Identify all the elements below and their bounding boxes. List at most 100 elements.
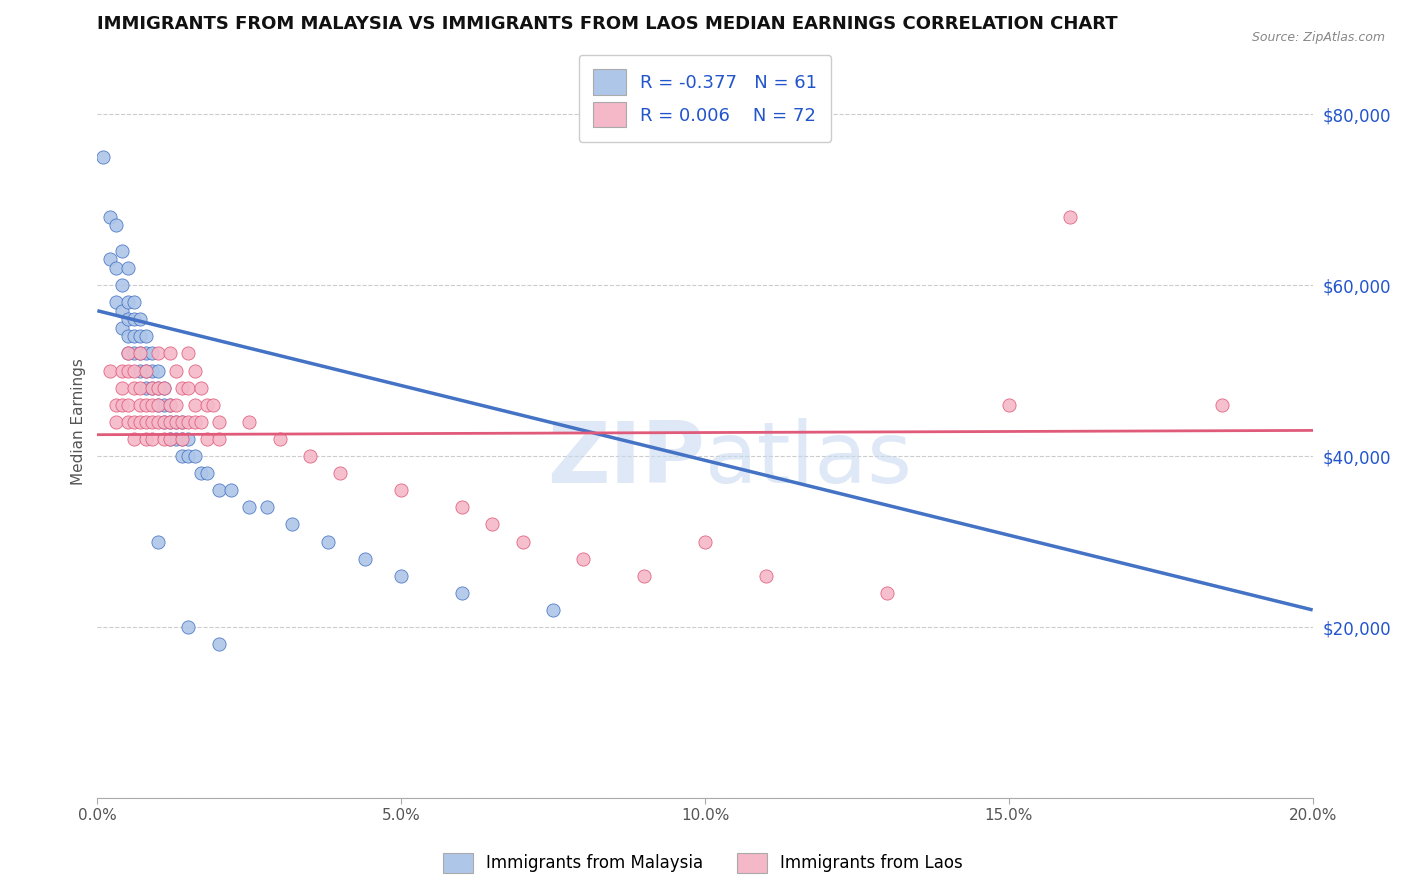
Point [572,551,595,566]
Point [195,398,218,412]
Point [135,363,157,377]
Point [104,415,127,429]
Point [165,432,187,446]
Point [128,381,150,395]
Point [111,381,134,395]
Point [141,415,163,429]
Point [177,620,200,634]
Point [159,415,181,429]
Text: atlas: atlas [704,418,912,501]
Point [153,381,176,395]
Point [122,363,145,377]
Point [117,346,139,360]
Point [190,466,212,480]
Point [1211,398,1233,412]
Point [146,398,169,412]
Point [141,398,163,412]
Point [141,346,163,360]
Point [208,483,231,498]
Point [208,415,231,429]
Point [195,466,218,480]
Point [117,329,139,343]
Point [219,483,242,498]
Point [128,346,150,360]
Point [183,449,205,463]
Point [190,415,212,429]
Point [183,415,205,429]
Point [122,346,145,360]
Point [117,312,139,326]
Point [98,363,121,377]
Point [111,244,134,258]
Point [141,432,163,446]
Point [451,586,474,600]
Point [135,381,157,395]
Point [146,381,169,395]
Point [633,568,655,582]
Point [122,432,145,446]
Point [128,312,150,326]
Point [755,568,778,582]
Point [111,278,134,293]
Point [177,381,200,395]
Point [165,398,187,412]
Point [159,398,181,412]
Point [128,415,150,429]
Point [238,415,260,429]
Text: Source: ZipAtlas.com: Source: ZipAtlas.com [1251,31,1385,45]
Point [512,534,534,549]
Point [153,415,176,429]
Point [122,415,145,429]
Point [159,398,181,412]
Y-axis label: Median Earnings: Median Earnings [72,359,86,485]
Point [183,363,205,377]
Point [111,398,134,412]
Point [122,381,145,395]
Point [135,363,157,377]
Point [135,432,157,446]
Point [172,449,194,463]
Point [111,321,134,335]
Point [159,432,181,446]
Point [98,252,121,267]
Point [128,346,150,360]
Point [117,415,139,429]
Point [104,218,127,232]
Point [104,295,127,310]
Point [165,415,187,429]
Point [122,295,145,310]
Point [183,398,205,412]
Point [353,551,375,566]
Point [146,534,169,549]
Point [141,381,163,395]
Point [135,398,157,412]
Point [122,312,145,326]
Point [159,346,181,360]
Text: ZIP: ZIP [547,418,704,501]
Point [177,432,200,446]
Point [111,363,134,377]
Point [146,381,169,395]
Point [128,329,150,343]
Point [153,432,176,446]
Point [117,260,139,275]
Point [122,329,145,343]
Point [177,415,200,429]
Point [165,363,187,377]
Point [201,398,224,412]
Point [135,415,157,429]
Point [316,534,339,549]
Point [172,381,194,395]
Point [451,500,474,515]
Point [153,381,176,395]
Point [141,381,163,395]
Point [281,517,304,532]
Point [172,415,194,429]
Point [153,415,176,429]
Point [128,398,150,412]
Point [269,432,291,446]
Point [93,150,115,164]
Point [1059,210,1081,224]
Legend: R = -0.377   N = 61, R = 0.006    N = 72: R = -0.377 N = 61, R = 0.006 N = 72 [579,54,831,142]
Point [876,586,898,600]
